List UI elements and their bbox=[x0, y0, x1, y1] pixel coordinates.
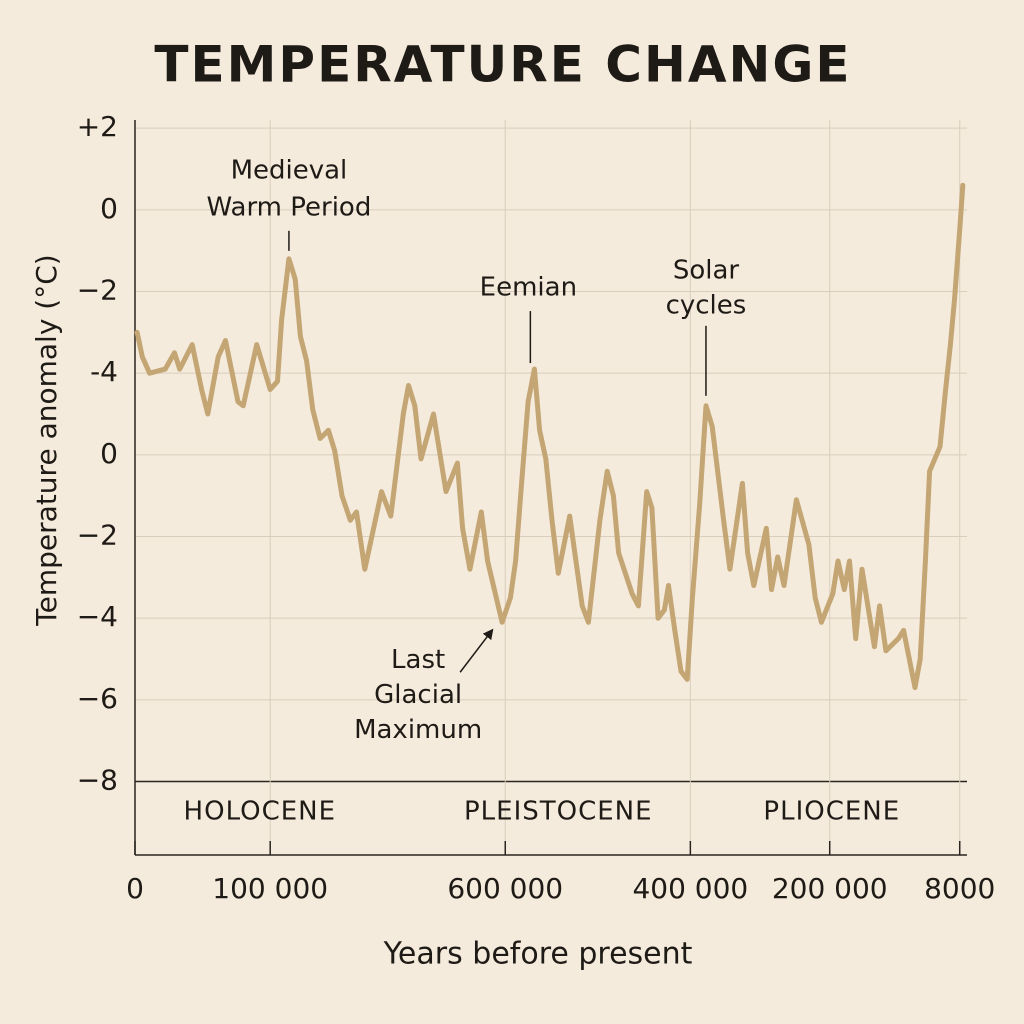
plot: +2 0 −2 -4 0 −2 −4 −6 −8 0 100 000 600 000 400 000 20… bbox=[77, 110, 996, 905]
y-tick-label: −4 bbox=[77, 600, 118, 633]
annotation-text: Glacial bbox=[374, 680, 462, 710]
x-tick-label: 100 000 bbox=[212, 872, 328, 905]
x-tick-label: 600 000 bbox=[447, 872, 563, 905]
data-line bbox=[134, 182, 966, 691]
y-tick-label: +2 bbox=[77, 110, 118, 143]
x-tick-label: 400 000 bbox=[632, 872, 748, 905]
y-tick-label: 0 bbox=[100, 192, 118, 225]
y-tick-label: -4 bbox=[90, 355, 118, 388]
y-tick-label: −2 bbox=[77, 274, 118, 307]
y-axis-title: Temperature anomaly (°C) bbox=[30, 254, 63, 626]
y-tick-label: −8 bbox=[77, 764, 118, 797]
chart-title: TEMPERATURE CHANGE bbox=[154, 36, 851, 94]
annotation-text: Solar bbox=[673, 255, 740, 285]
annotation-text: Eemian bbox=[480, 273, 577, 303]
y-tick-label: 0 bbox=[100, 437, 118, 470]
x-tick-label: 0 bbox=[126, 872, 144, 905]
era-label: PLEISTOCENE bbox=[464, 797, 653, 827]
era-label: HOLOCENE bbox=[184, 797, 337, 827]
y-tick-label: −6 bbox=[77, 682, 118, 715]
x-axis-title: Years before present bbox=[383, 937, 693, 972]
annotation-text: Maximum bbox=[354, 715, 482, 745]
annotation-text: Medieval bbox=[231, 155, 348, 185]
era-label: PLIOCENE bbox=[763, 797, 900, 827]
annotation-text: cycles bbox=[666, 290, 747, 320]
x-tick-label: 8000 bbox=[924, 872, 995, 905]
annotation-text: Last bbox=[391, 645, 445, 675]
y-tick-label: −2 bbox=[77, 519, 118, 552]
x-tick-label: 200 000 bbox=[772, 872, 888, 905]
annotation-leader bbox=[459, 628, 494, 673]
annotation-text: Warm Period bbox=[206, 192, 371, 222]
